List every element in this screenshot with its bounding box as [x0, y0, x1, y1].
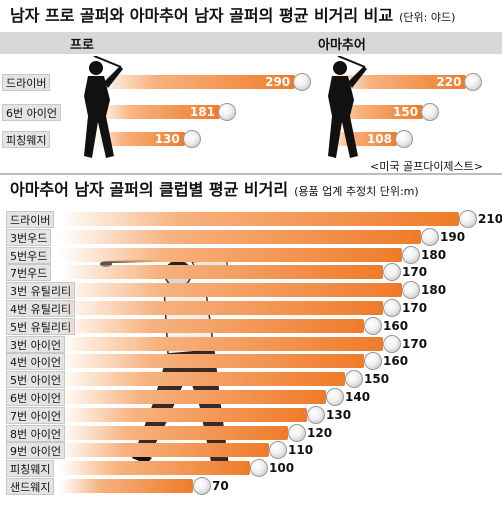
bar	[60, 372, 345, 386]
top-header-band	[0, 32, 502, 54]
golf-ball	[383, 299, 401, 317]
bar	[60, 354, 364, 368]
bar-value: 220	[436, 75, 462, 89]
golf-ball	[383, 335, 401, 353]
club-label: 드라이버	[2, 74, 51, 91]
golf-ball	[421, 228, 439, 246]
golf-ball	[364, 352, 382, 370]
club-label: 4번 아이언	[6, 353, 65, 370]
pro-golfer-silhouette	[84, 56, 123, 158]
club-label: 7번 아이언	[6, 407, 65, 424]
bar-value: 108	[366, 132, 393, 146]
pro-series-label: 프로	[70, 38, 94, 53]
golf-ball	[250, 459, 268, 477]
golf-ball	[394, 130, 413, 148]
bar-value: 70	[212, 479, 229, 493]
club-label: 9번 아이언	[6, 442, 65, 459]
bar-value: 180	[421, 248, 447, 262]
bar	[60, 265, 383, 279]
bar-value: 170	[402, 265, 428, 279]
golf-ball	[193, 477, 211, 495]
bar	[60, 283, 402, 297]
bar-value: 110	[288, 443, 314, 457]
bar-value: 170	[402, 301, 428, 315]
bar	[330, 75, 467, 89]
golf-ball	[402, 281, 420, 299]
golf-ball	[464, 73, 483, 91]
bar-value: 150	[364, 372, 390, 386]
bar	[60, 479, 193, 493]
golf-ball	[269, 441, 287, 459]
bar	[60, 248, 402, 262]
amateur-series-label: 아마추어	[318, 38, 366, 53]
top-title: 남자 프로 골퍼와 아마추어 남자 골퍼의 평균 비거리 비교 (단위: 야드)	[10, 2, 455, 30]
bar-value: 150	[393, 105, 419, 119]
golf-ball	[402, 246, 420, 264]
golf-ball	[182, 130, 201, 148]
bar-value: 130	[154, 132, 180, 146]
club-label: 4번 유틸리티	[6, 300, 76, 317]
bar	[60, 230, 421, 244]
amateur-golfer-silhouette	[328, 56, 367, 158]
bar	[60, 319, 364, 333]
bar-value: 120	[307, 426, 333, 440]
club-label: 3번 유틸리티	[6, 282, 76, 299]
club-label: 6번 아이언	[2, 104, 61, 121]
top-unit: (단위: 야드)	[399, 11, 456, 24]
bar	[95, 75, 296, 89]
golf-ball	[459, 210, 477, 228]
club-label: 5번 아이언	[6, 371, 65, 388]
bar-value: 170	[402, 337, 428, 351]
bar	[60, 426, 288, 440]
bar-value: 190	[440, 230, 466, 244]
bar	[60, 461, 250, 475]
bottom-title: 아마추어 남자 골퍼의 클럽별 평균 비거리 (용품 업계 추정치 단위:m)	[10, 176, 419, 204]
club-label: 5번 유틸리티	[6, 318, 76, 335]
bar-value: 181	[189, 105, 215, 119]
bar-value: 290	[265, 75, 291, 89]
bar-value: 130	[326, 408, 352, 422]
bar	[60, 301, 383, 315]
top-title-text: 남자 프로 골퍼와 아마추어 남자 골퍼의 평균 비거리 비교	[10, 6, 394, 25]
club-label: 피칭웨지	[6, 460, 55, 477]
bar-value: 160	[383, 354, 409, 368]
bar	[95, 132, 185, 146]
club-label: 8번 아이언	[6, 425, 65, 442]
bar-value: 180	[421, 283, 447, 297]
golf-ball	[293, 73, 312, 91]
club-label: 피칭웨지	[2, 131, 51, 148]
bar-value: 210	[478, 212, 502, 226]
bottom-unit: (용품 업계 추정치 단위:m)	[294, 185, 419, 198]
bar-value: 140	[345, 390, 371, 404]
bar	[60, 408, 307, 422]
bar-value: 160	[383, 319, 409, 333]
bottom-title-text: 아마추어 남자 골퍼의 클럽별 평균 비거리	[10, 180, 289, 199]
bar	[60, 212, 459, 226]
golf-ball	[307, 406, 325, 424]
bar	[330, 105, 423, 119]
club-label: 7번우드	[6, 264, 52, 281]
club-label: 3번우드	[6, 229, 52, 246]
golf-ball	[364, 317, 382, 335]
golf-ball	[217, 103, 236, 121]
bar	[60, 390, 326, 404]
bar	[60, 443, 269, 457]
golf-ball	[345, 370, 363, 388]
source-note: <미국 골프다이제스트>	[370, 160, 484, 173]
bar-value: 100	[269, 461, 295, 475]
club-label: 샌드웨지	[6, 478, 55, 495]
golf-ball	[383, 263, 401, 281]
club-label: 3번 아이언	[6, 336, 65, 353]
bar	[60, 337, 383, 351]
club-label: 드라이버	[6, 211, 55, 228]
golf-ball	[326, 388, 344, 406]
bar	[95, 105, 220, 119]
section-divider	[0, 173, 502, 175]
club-label: 5번우드	[6, 247, 52, 264]
golf-ball	[288, 424, 306, 442]
club-label: 6번 아이언	[6, 389, 65, 406]
golf-ball	[421, 103, 439, 121]
